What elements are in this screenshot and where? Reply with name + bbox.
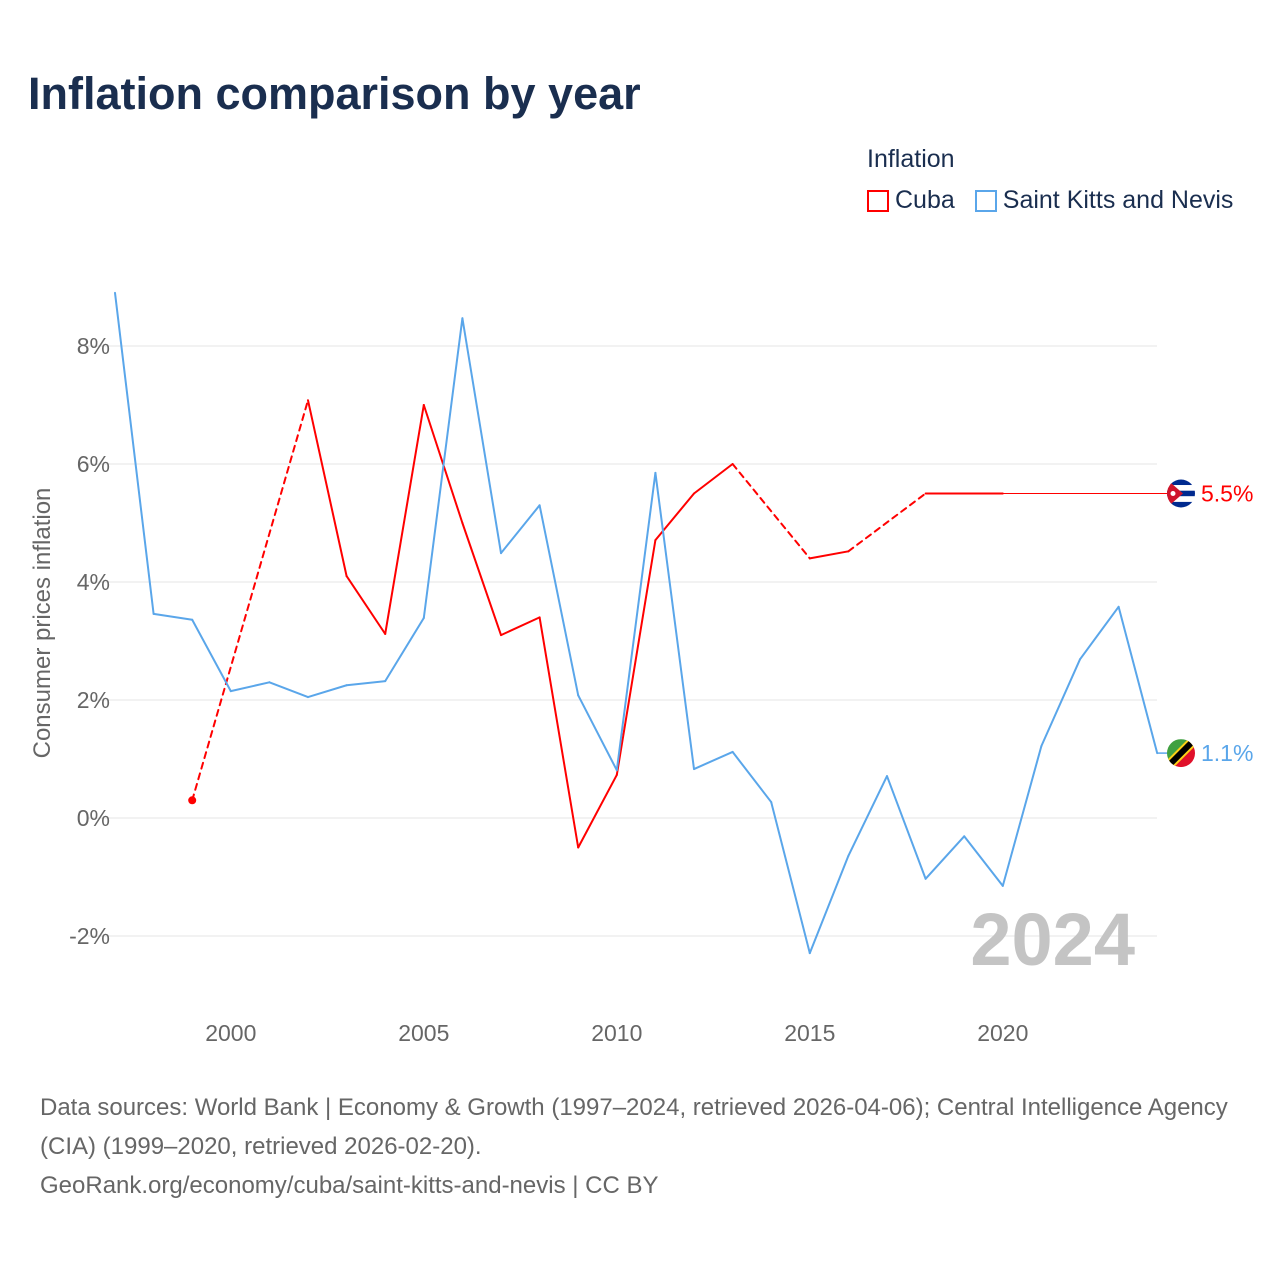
saint-kitts-and-nevis-flag-icon (1167, 739, 1195, 768)
x-tick-label: 2020 (977, 1020, 1028, 1046)
line-segment (538, 616, 580, 849)
y-tick-label: 0% (77, 805, 110, 831)
line-segment (963, 835, 1004, 887)
line-segment (615, 539, 657, 776)
flag-body (1167, 479, 1195, 508)
line-segment (191, 618, 232, 693)
line-segment (654, 492, 695, 542)
legend-item-cuba[interactable]: Cuba (867, 186, 955, 215)
legend-title: Inflation (867, 145, 955, 173)
line-segment (229, 681, 271, 693)
line-segment (345, 575, 387, 635)
line-segment (461, 317, 502, 555)
line-segment (615, 471, 657, 772)
line-segment (1040, 658, 1081, 748)
end-value-label: 1.1% (1201, 740, 1253, 766)
x-tick-label: 2010 (591, 1020, 642, 1046)
flag-stripe (1167, 485, 1195, 491)
line-segment (152, 612, 194, 621)
line-segment (500, 504, 541, 555)
y-axis-label: Consumer prices inflation (29, 488, 56, 759)
line-segment (114, 291, 155, 615)
line-segment (500, 616, 541, 637)
line-segment (1079, 605, 1120, 661)
y-tick-label: 8% (77, 333, 110, 359)
line-segment (345, 680, 387, 687)
series-cuba: 5.5% (188, 399, 1253, 849)
flag-star (1170, 491, 1176, 496)
line-segment (307, 684, 348, 699)
year-watermark: 2024 (970, 898, 1135, 981)
series-saint-kitts-and-nevis: 1.1% (114, 291, 1253, 955)
flag-stripe (1167, 501, 1195, 508)
line-segment (731, 750, 773, 804)
y-tick-label: -2% (69, 923, 110, 949)
line-segment (808, 550, 850, 560)
legend: Cuba Saint Kitts and Nevis (867, 186, 1233, 215)
cuba-flag-icon (1167, 479, 1195, 508)
flag-stripe (1167, 496, 1195, 502)
line-segment (422, 317, 464, 619)
data-point (188, 796, 197, 805)
line-segment (1001, 745, 1043, 887)
line-segment (577, 773, 618, 849)
y-tick-label: 2% (77, 687, 110, 713)
line-segment (1117, 605, 1159, 755)
line-segment (847, 492, 927, 553)
legend-swatch-cuba (867, 189, 889, 212)
line-segment (654, 471, 695, 771)
line-segment (268, 681, 309, 699)
line-segment (731, 463, 811, 560)
line-segment (886, 775, 927, 880)
x-tick-label: 2000 (205, 1020, 256, 1046)
line-segment (770, 801, 811, 955)
line-segment (307, 399, 348, 578)
line-segment (924, 835, 966, 880)
flag-stripe (1167, 479, 1195, 486)
x-tick-label: 2005 (398, 1020, 449, 1046)
line-segment (461, 522, 502, 637)
data-sources: Data sources: World Bank | Economy & Gro… (40, 1094, 1228, 1160)
line-segment (808, 854, 850, 955)
line-segment (847, 775, 888, 857)
line-segment (693, 750, 734, 771)
footer: Data sources: World Bank | Economy & Gro… (40, 1088, 1240, 1205)
line-segment (384, 404, 425, 635)
line-segment (577, 694, 618, 772)
y-tick-label: 4% (77, 569, 110, 595)
line-segment (384, 616, 425, 683)
legend-swatch-saint-kitts (974, 189, 997, 212)
legend-label: Cuba (895, 186, 955, 214)
legend-label: Saint Kitts and Nevis (1002, 186, 1234, 214)
legend-item-saint-kitts[interactable]: Saint Kitts and Nevis (974, 186, 1234, 215)
source-link[interactable]: GeoRank.org/economy/cuba/saint-kitts-and… (40, 1172, 659, 1199)
flag-body (1167, 739, 1195, 768)
end-value-label: 5.5% (1201, 481, 1253, 507)
x-tick-label: 2015 (784, 1020, 835, 1046)
y-tick-label: 6% (77, 451, 110, 477)
line-segment (191, 399, 309, 802)
line-segment (693, 463, 734, 495)
chart-title: Inflation comparison by year (28, 68, 641, 119)
line-segment (538, 504, 580, 697)
